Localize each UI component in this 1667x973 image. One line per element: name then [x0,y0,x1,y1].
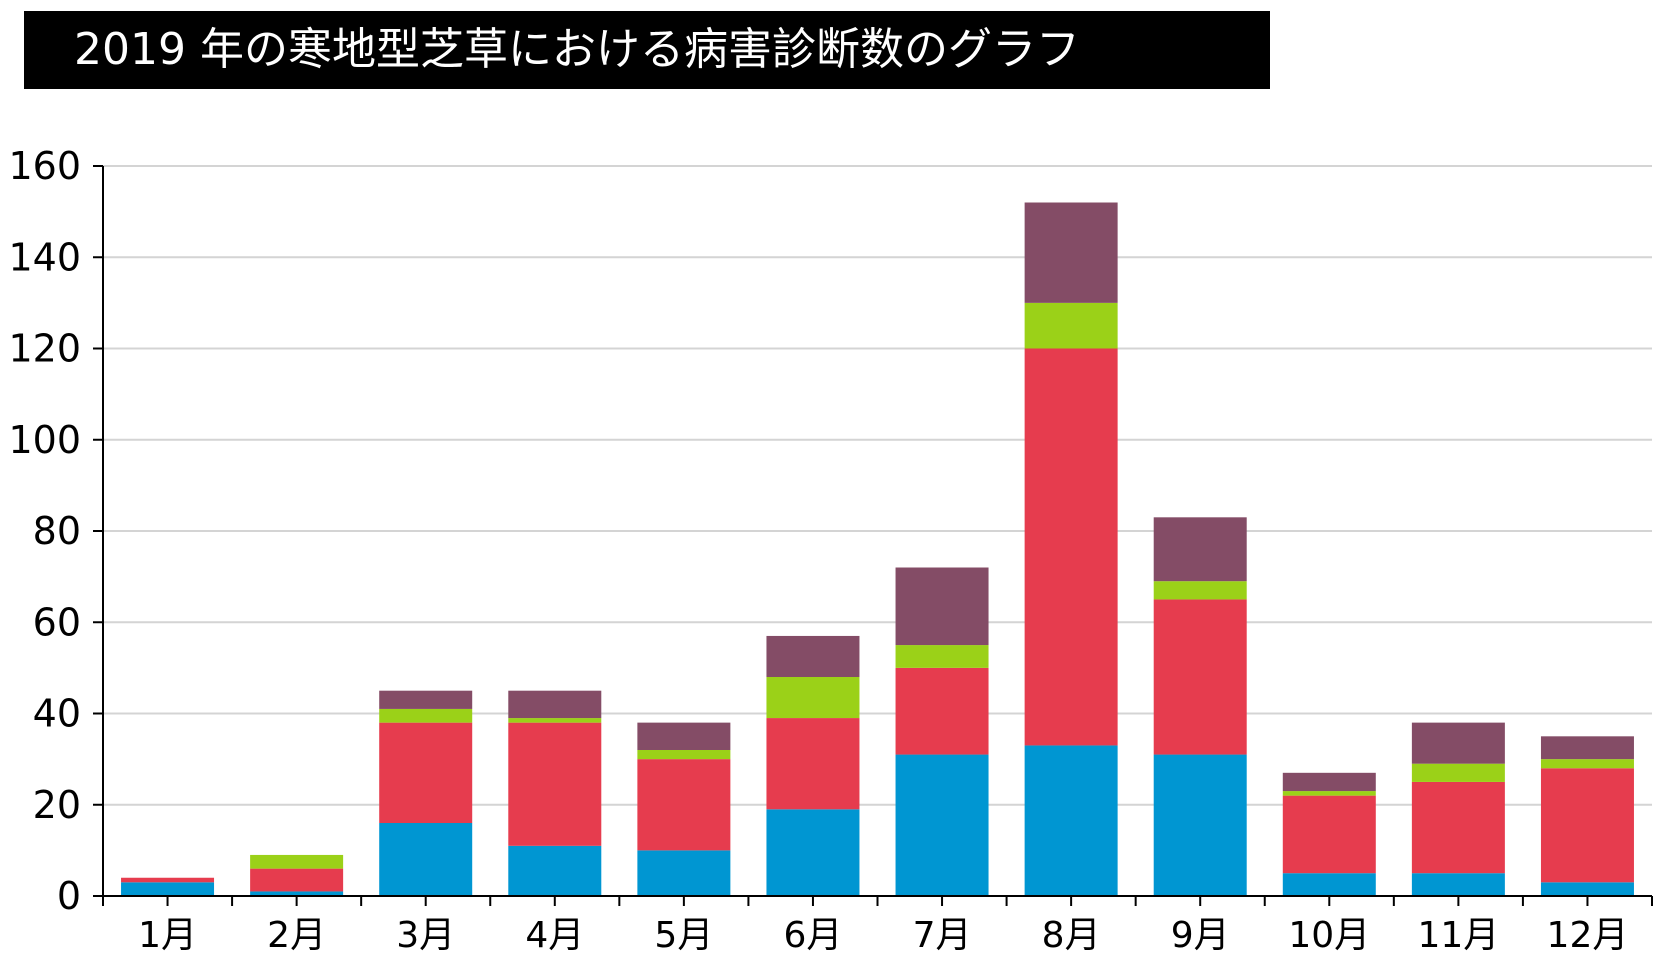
x-tick-label: 1月 [138,915,197,956]
bar-segment-series-2 [250,868,344,892]
bar-segment-series-3 [1153,581,1247,600]
y-tick-label: 0 [57,874,81,918]
y-tick-label: 120 [8,327,81,371]
y-tick-label: 60 [33,600,81,644]
bar-segment-series-3 [1540,759,1634,769]
y-tick-label: 100 [8,418,81,462]
y-tick-label: 20 [33,783,81,827]
bar-segment-series-2 [1411,781,1505,874]
bar-segment-series-4 [1540,736,1634,760]
bar-segment-series-1 [121,882,215,896]
x-tick-label: 3月 [396,915,455,956]
bar-segment-series-2 [1540,768,1634,883]
x-axis-labels: 1月 2月 3月 4月 5月 6月 7月 8月 9月 10月 11月 12月 [138,896,1628,956]
bar-segment-series-3 [508,718,602,723]
bar-segment-series-1 [1540,882,1634,896]
bar-segment-series-1 [508,845,602,896]
bar-segment-series-1 [379,823,473,896]
y-axis-ticks: 0 20 40 60 80 100 120 140 160 [8,144,103,918]
bar-segment-series-2 [1282,795,1376,874]
bar-segment-series-3 [379,708,473,723]
bar-segment-series-1 [1024,745,1118,896]
bar-segment-series-4 [1024,202,1118,303]
bar-segment-series-3 [1024,302,1118,349]
x-tick-label: 2月 [267,915,326,956]
bar-segment-series-3 [895,645,989,668]
bar-segment-series-2 [508,722,602,846]
bar-segment-series-2 [1024,348,1118,746]
bar-segment-series-3 [766,677,860,719]
bar-segment-series-3 [250,854,344,869]
x-tick-label: 7月 [913,915,972,956]
bar-segment-series-2 [121,877,215,883]
x-tick-label: 9月 [1171,915,1230,956]
x-tick-label: 6月 [784,915,843,956]
x-tick-label: 12月 [1547,915,1629,956]
bar-segment-series-4 [637,722,731,750]
bar-segment-series-4 [379,690,473,709]
x-tick-label: 4月 [525,915,584,956]
y-tick-label: 80 [33,509,81,553]
bar-segment-series-1 [250,891,344,896]
chart-title: 2019 年の寒地型芝草における病害診断数のグラフ [24,11,1270,89]
bar-segment-series-2 [895,667,989,755]
x-tick-label: 10月 [1288,915,1370,956]
bar-segment-series-4 [895,567,989,646]
bar-segment-series-1 [766,809,860,896]
y-tick-label: 140 [8,235,81,279]
x-tick-label: 5月 [654,915,713,956]
y-tick-label: 160 [8,144,81,188]
bar-segment-series-4 [1411,722,1505,764]
bar-segment-series-2 [1153,599,1247,755]
bar-segment-series-1 [1153,754,1247,896]
x-tick-label: 11月 [1417,915,1499,956]
bar-segment-series-1 [1411,873,1505,896]
bar-segment-series-4 [1153,517,1247,582]
bar-segment-series-1 [637,850,731,896]
bars [121,202,1634,896]
bar-segment-series-2 [766,718,860,810]
bar-segment-series-2 [637,759,731,851]
bar-segment-series-1 [1282,873,1376,896]
bar-segment-series-3 [1282,791,1376,796]
x-tick-label: 8月 [1042,915,1101,956]
bar-segment-series-4 [766,635,860,677]
gridlines [103,165,1652,806]
y-tick-label: 40 [33,692,81,736]
bar-segment-series-1 [895,754,989,896]
bar-segment-series-2 [379,722,473,823]
bar-segment-series-3 [1411,763,1505,782]
bar-segment-series-4 [508,690,602,719]
bar-segment-series-4 [1282,772,1376,792]
bar-segment-series-3 [637,750,731,760]
